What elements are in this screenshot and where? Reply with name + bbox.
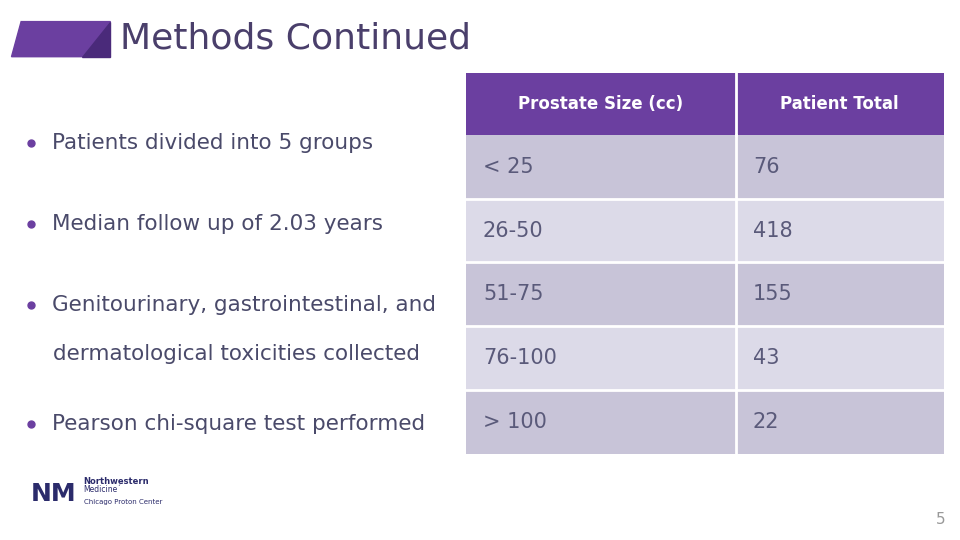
Text: Median follow up of 2.03 years: Median follow up of 2.03 years (52, 214, 383, 234)
Bar (466, 262, 735, 326)
Text: > 100: > 100 (483, 411, 547, 432)
Text: 43: 43 (753, 348, 780, 368)
Text: Northwestern: Northwestern (84, 477, 149, 486)
Polygon shape (12, 22, 110, 57)
Text: 51-75: 51-75 (483, 284, 543, 305)
Bar (735, 262, 944, 326)
Bar (735, 135, 944, 199)
Text: 22: 22 (753, 411, 780, 432)
Text: Patients divided into 5 groups: Patients divided into 5 groups (52, 133, 373, 153)
Text: 76-100: 76-100 (483, 348, 557, 368)
Text: Chicago Proton Center: Chicago Proton Center (84, 499, 162, 505)
Bar (735, 199, 944, 262)
Text: 155: 155 (753, 284, 793, 305)
Text: 76: 76 (753, 157, 780, 177)
Text: < 25: < 25 (483, 157, 534, 177)
Bar (735, 390, 944, 454)
Text: dermatological toxicities collected: dermatological toxicities collected (53, 343, 420, 364)
Text: Patient Total: Patient Total (780, 95, 899, 113)
Text: Prostate Size (cc): Prostate Size (cc) (518, 95, 684, 113)
Bar (466, 326, 735, 390)
Text: Pearson chi-square test performed: Pearson chi-square test performed (52, 414, 425, 434)
Text: NM: NM (31, 482, 77, 506)
Polygon shape (82, 22, 110, 57)
Text: Medicine´: Medicine´ (84, 485, 122, 494)
Text: 26-50: 26-50 (483, 220, 543, 241)
Text: 418: 418 (753, 220, 793, 241)
Bar (466, 135, 735, 199)
Text: 5: 5 (936, 511, 946, 526)
Bar (466, 199, 735, 262)
Bar (466, 73, 735, 135)
Bar (735, 73, 944, 135)
Bar (735, 326, 944, 390)
Text: Genitourinary, gastrointestinal, and: Genitourinary, gastrointestinal, and (52, 295, 436, 315)
Bar (466, 390, 735, 454)
Text: Methods Continued: Methods Continued (120, 22, 471, 56)
